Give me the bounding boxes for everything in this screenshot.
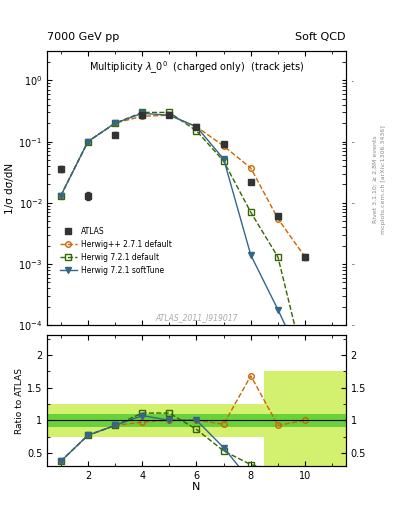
Y-axis label: 1/σ dσ/dN: 1/σ dσ/dN bbox=[6, 163, 15, 214]
Y-axis label: Ratio to ATLAS: Ratio to ATLAS bbox=[15, 368, 24, 434]
Text: Multiplicity $\lambda$_0$^0$  (charged only)  (track jets): Multiplicity $\lambda$_0$^0$ (charged on… bbox=[89, 59, 304, 76]
Text: 7000 GeV pp: 7000 GeV pp bbox=[47, 32, 119, 42]
Text: mcplots.cern.ch [arXiv:1306.3436]: mcplots.cern.ch [arXiv:1306.3436] bbox=[381, 125, 386, 233]
Text: ATLAS_2011_I919017: ATLAS_2011_I919017 bbox=[155, 313, 238, 323]
X-axis label: N: N bbox=[192, 482, 201, 492]
Text: Rivet 3.1.10; ≥ 2.8M events: Rivet 3.1.10; ≥ 2.8M events bbox=[373, 135, 378, 223]
Text: Soft QCD: Soft QCD bbox=[296, 32, 346, 42]
Legend: ATLAS, Herwig++ 2.7.1 default, Herwig 7.2.1 default, Herwig 7.2.1 softTune: ATLAS, Herwig++ 2.7.1 default, Herwig 7.… bbox=[57, 224, 174, 278]
